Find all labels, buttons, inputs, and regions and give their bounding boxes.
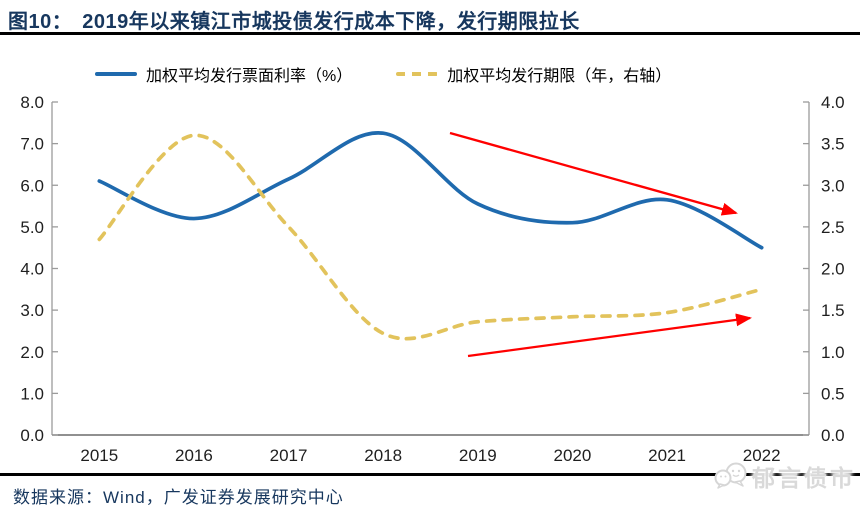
right-axis-tick-label: 3.0 — [821, 176, 845, 195]
left-axis-tick-label: 5.0 — [20, 218, 44, 237]
x-axis-year-label: 2016 — [175, 446, 213, 465]
x-axis-year-label: 2020 — [554, 446, 592, 465]
legend-label-maturity: 加权平均发行期限（年，右轴） — [447, 68, 672, 85]
right-axis-tick-label: 2.0 — [821, 260, 845, 279]
legend-label-coupon-rate: 加权平均发行票面利率（%） — [146, 68, 353, 85]
chat-bubbles-icon — [714, 462, 747, 489]
annotation-arrow-maturity-up — [467, 313, 752, 358]
right-axis-tick-label: 2.5 — [821, 218, 845, 237]
right-axis-tick-label: 0.0 — [821, 426, 845, 445]
left-axis-tick-label: 4.0 — [20, 260, 44, 279]
figure-number: 图10： — [8, 11, 73, 33]
watermark-text: 郁言债市 — [752, 465, 856, 491]
left-axis-tick-label: 6.0 — [20, 176, 44, 195]
right-axis-tick-label: 4.0 — [821, 93, 845, 112]
series-line-maturity — [97, 133, 764, 341]
figure-title: 图10： 2019年以来镇江市城投债发行成本下降，发行期限拉长 — [8, 5, 852, 34]
legend-item-coupon-rate: 加权平均发行票面利率（%） — [95, 62, 352, 86]
x-axis-year-label: 2015 — [80, 446, 118, 465]
left-axis-tick-label: 2.0 — [20, 343, 44, 362]
x-axis-year-label: 2017 — [270, 446, 308, 465]
data-source-note: 数据来源：Wind，广发证券发展研究中心 — [13, 488, 344, 507]
right-axis-tick-label: 1.5 — [821, 301, 845, 320]
x-axis-year-label: 2022 — [743, 446, 781, 465]
right-axis-tick-label: 0.5 — [821, 384, 845, 403]
title-separator-line — [0, 32, 860, 35]
legend-item-maturity: 加权平均发行期限（年，右轴） — [396, 62, 671, 86]
left-axis-tick-label: 1.0 — [20, 384, 44, 403]
x-axis-year-label: 2019 — [459, 446, 497, 465]
x-axis-year-label: 2021 — [648, 446, 686, 465]
left-axis-tick-label: 7.0 — [20, 135, 44, 154]
right-axis-tick-label: 1.0 — [821, 343, 845, 362]
legend: 加权平均发行票面利率（%） 加权平均发行期限（年，右轴） — [95, 62, 671, 86]
footer-separator-line — [0, 473, 860, 476]
series-line-coupon-rate — [97, 131, 764, 250]
x-axis-year-label: 2018 — [364, 446, 402, 465]
figure-title-text: 2019年以来镇江市城投债发行成本下降，发行期限拉长 — [82, 11, 580, 33]
solid-line-sample-icon — [95, 72, 137, 76]
watermark: 郁言债市 — [713, 459, 856, 493]
right-axis-tick-label: 3.5 — [821, 135, 845, 154]
dashed-line-sample-icon — [396, 72, 439, 76]
left-axis-tick-label: 8.0 — [20, 93, 44, 112]
left-axis-tick-label: 0.0 — [20, 426, 44, 445]
annotation-arrow-rate-down — [449, 131, 738, 216]
left-axis-tick-label: 3.0 — [20, 301, 44, 320]
